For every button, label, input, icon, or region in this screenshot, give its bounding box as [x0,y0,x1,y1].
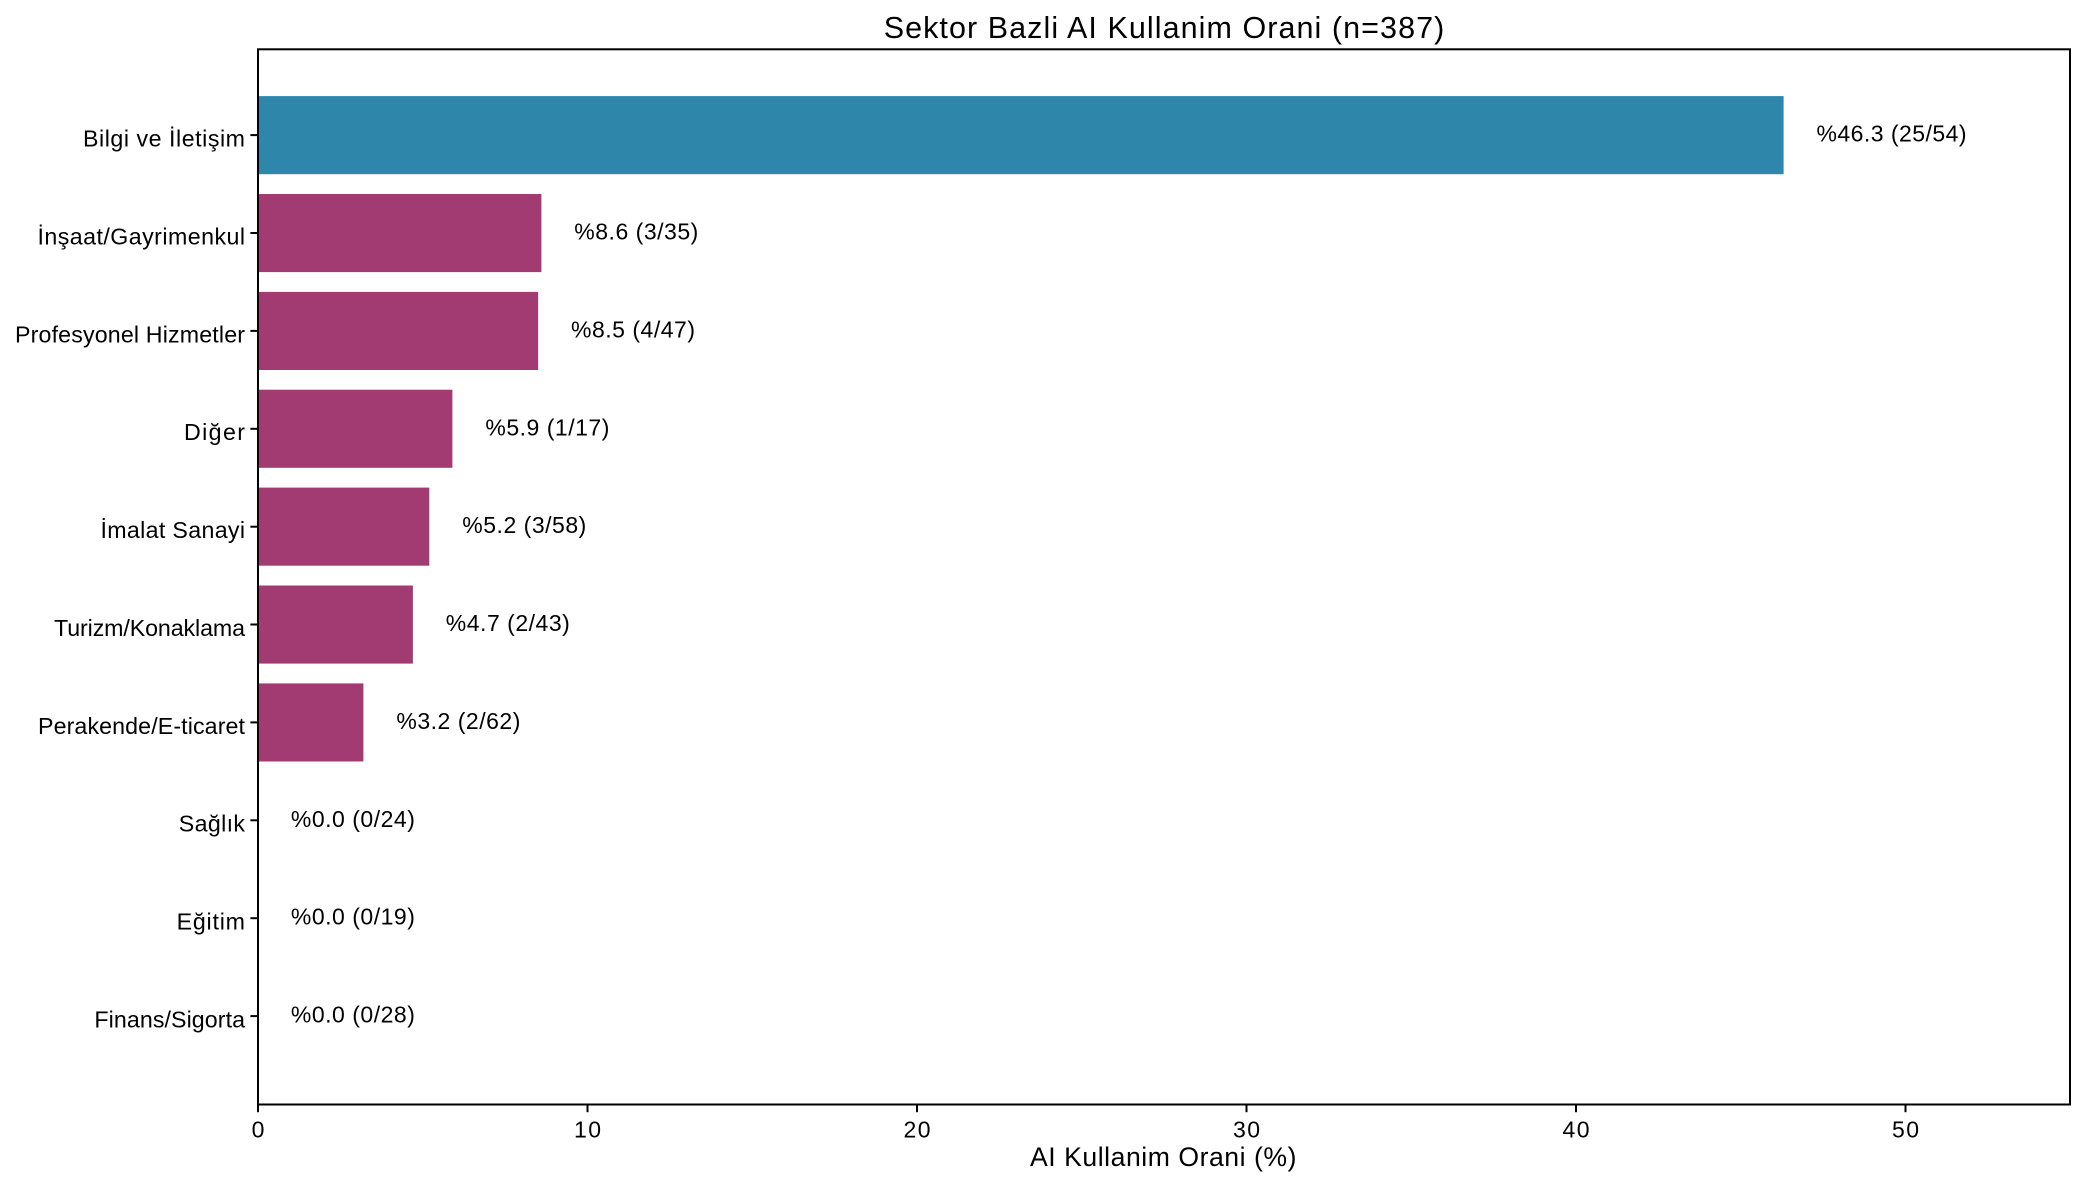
svg-text:Bilgi ve İletişim: Bilgi ve İletişim [83,126,245,152]
svg-text:%0.0 (0/28): %0.0 (0/28) [291,1002,415,1028]
svg-text:%46.3 (25/54): %46.3 (25/54) [1817,121,1967,147]
svg-text:Diğer: Diğer [184,419,245,445]
svg-text:50: 50 [1892,1117,1919,1143]
svg-text:40: 40 [1563,1117,1590,1143]
svg-text:AI Kullanim Orani (%): AI Kullanim Orani (%) [1030,1142,1297,1172]
svg-text:%5.2 (3/58): %5.2 (3/58) [462,512,586,538]
svg-text:30: 30 [1233,1117,1260,1143]
svg-text:%5.9 (1/17): %5.9 (1/17) [485,414,609,440]
svg-text:%4.7 (2/43): %4.7 (2/43) [446,610,570,636]
svg-text:İnşaat/Gayrimenkul: İnşaat/Gayrimenkul [38,223,246,249]
svg-text:Eğitim: Eğitim [177,909,245,935]
svg-text:%8.5 (4/47): %8.5 (4/47) [571,316,695,342]
svg-text:Profesyonel Hizmetler: Profesyonel Hizmetler [15,321,245,347]
svg-text:0: 0 [252,1117,265,1143]
svg-text:%0.0 (0/19): %0.0 (0/19) [291,904,415,930]
svg-text:%0.0 (0/24): %0.0 (0/24) [291,806,415,832]
svg-text:İmalat Sanayi: İmalat Sanayi [101,517,246,543]
svg-text:Turizm/Konaklama: Turizm/Konaklama [54,615,245,641]
svg-text:%3.2 (2/62): %3.2 (2/62) [396,708,520,734]
svg-text:20: 20 [904,1117,931,1143]
svg-text:Finans/Sigorta: Finans/Sigorta [94,1007,245,1033]
svg-text:10: 10 [574,1117,601,1143]
svg-text:Sağlık: Sağlık [179,811,246,837]
svg-text:%8.6 (3/35): %8.6 (3/35) [574,219,698,245]
svg-text:Sektor Bazli AI Kullanim Orani: Sektor Bazli AI Kullanim Orani (n=387) [884,11,1445,45]
svg-text:Perakende/E-ticaret: Perakende/E-ticaret [38,713,246,739]
